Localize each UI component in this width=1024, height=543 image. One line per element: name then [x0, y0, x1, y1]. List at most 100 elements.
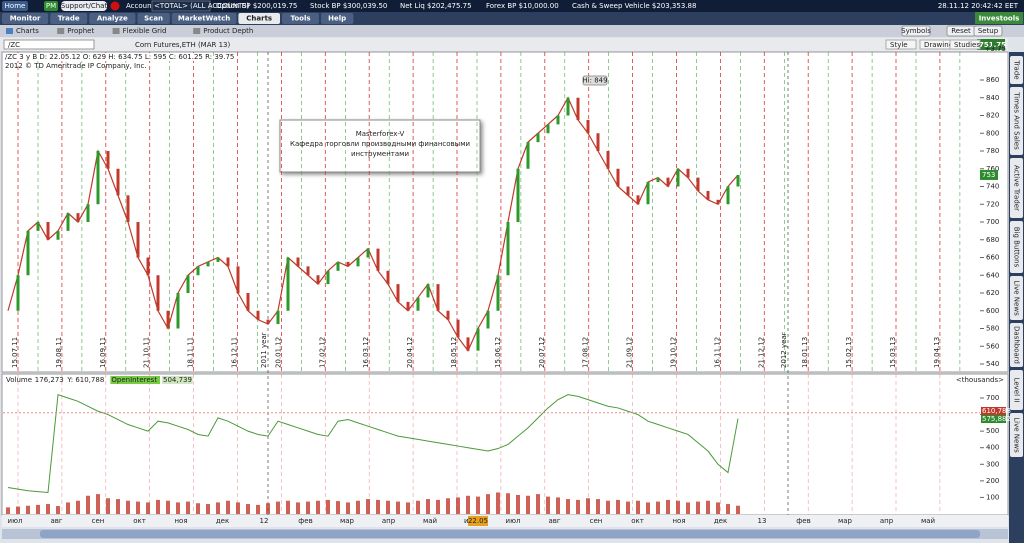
y-tick-label: 760: [986, 165, 999, 173]
tab[interactable]: [2, 13, 49, 24]
side-tab[interactable]: [1010, 158, 1023, 218]
tab[interactable]: [50, 13, 88, 24]
y-tick-label: 700: [986, 218, 999, 226]
candle: [396, 284, 400, 302]
tab-label[interactable]: Trade: [58, 15, 80, 23]
subtab[interactable]: Flexible Grid: [123, 27, 167, 35]
candle: [706, 190, 710, 200]
account-select[interactable]: [151, 0, 211, 12]
clock: 28.11.12 20:42:42 EET: [938, 2, 1019, 10]
volume-bar: [296, 502, 300, 514]
subtab[interactable]: Charts: [16, 27, 39, 35]
side-tab-label[interactable]: Times And Sales: [1013, 91, 1021, 150]
support[interactable]: Support/Chat: [61, 2, 108, 10]
candle: [606, 151, 610, 169]
subtab-icon[interactable]: [6, 28, 13, 34]
high-label: Hi: 849: [582, 77, 607, 85]
tab[interactable]: [89, 13, 136, 24]
volume-bar: [596, 499, 600, 514]
link[interactable]: Reset: [951, 27, 971, 35]
volume-bar: [486, 494, 490, 514]
y-tick-label: 680: [986, 236, 999, 244]
side-tab-label[interactable]: Live News: [1013, 417, 1021, 453]
side-tab-label[interactable]: Big Buttons: [1013, 227, 1021, 268]
tab-label[interactable]: MarketWatch: [178, 15, 230, 23]
y-tick-label: 540: [986, 360, 999, 368]
candle: [646, 182, 650, 205]
link[interactable]: Setup: [978, 27, 999, 35]
pm-button[interactable]: [44, 1, 58, 11]
symbol[interactable]: /ZC: [8, 41, 20, 49]
support-button[interactable]: [61, 1, 107, 11]
account-value[interactable]: <TOTAL> (ALL ACCOUNTS): [154, 2, 250, 10]
side-tab[interactable]: [1010, 56, 1023, 84]
home-button[interactable]: [2, 1, 28, 11]
expiration-label: 16.09.11: [99, 337, 107, 368]
tab-label[interactable]: Monitor: [10, 15, 41, 23]
candle: [546, 124, 550, 134]
candle: [486, 310, 490, 329]
candle: [356, 257, 360, 267]
link[interactable]: Symbols: [901, 27, 931, 35]
subtab-icon[interactable]: [193, 28, 201, 34]
last-bg: [977, 39, 1005, 50]
tool-button[interactable]: [885, 39, 917, 50]
tool-label[interactable]: Drawings: [924, 41, 957, 49]
expiration-label: 21.10.11: [143, 337, 151, 368]
link-button[interactable]: [973, 25, 1003, 37]
candle: [506, 222, 510, 276]
volume-bar: [396, 501, 400, 514]
tab-label[interactable]: Tools: [290, 15, 310, 23]
candle: [296, 257, 300, 267]
candle: [686, 168, 690, 178]
side-tab[interactable]: [1010, 221, 1023, 273]
side-tab-label[interactable]: Active Trader: [1013, 165, 1021, 211]
volume-bar: [6, 507, 10, 514]
side-tab[interactable]: [1010, 370, 1023, 410]
alert-icon[interactable]: [110, 1, 120, 11]
expiration-label: 15.03.13: [889, 337, 897, 368]
volume-bar: [216, 502, 220, 514]
scroll-thumb[interactable]: [40, 530, 980, 538]
volume-bar: [646, 502, 650, 514]
y-tick-label: 820: [986, 112, 999, 120]
link-button[interactable]: [901, 25, 931, 37]
y-tick-label: 100: [986, 493, 999, 501]
month-label: дек: [714, 517, 727, 525]
tab[interactable]: [282, 13, 319, 24]
tab-label[interactable]: Analyze: [97, 15, 128, 23]
side-tab-label[interactable]: Dashboard: [1013, 326, 1021, 364]
tab[interactable]: [137, 13, 170, 24]
tab[interactable]: [171, 13, 237, 24]
candle: [226, 257, 230, 267]
tab[interactable]: [321, 13, 354, 24]
home[interactable]: Home: [5, 2, 26, 10]
side-tab[interactable]: [1010, 87, 1023, 155]
candle: [266, 319, 270, 325]
tab[interactable]: [238, 13, 280, 24]
tool-label[interactable]: Studies: [954, 41, 980, 49]
tool-label[interactable]: Style: [890, 41, 908, 49]
side-tab-label[interactable]: Level II: [1013, 378, 1021, 403]
side-tab-label[interactable]: Trade: [1013, 59, 1021, 79]
side-tab[interactable]: [1010, 276, 1023, 320]
candle: [696, 177, 700, 191]
symbol-box[interactable]: [3, 39, 95, 50]
tab-label[interactable]: Scan: [144, 15, 163, 23]
subtab[interactable]: Prophet: [67, 27, 94, 35]
subtab-bar: [0, 25, 1024, 37]
side-tab[interactable]: [1010, 413, 1023, 457]
tool-button[interactable]: [949, 39, 981, 50]
volume-bar: [706, 500, 710, 514]
tab-label[interactable]: Help: [328, 15, 346, 23]
tab-label[interactable]: Charts: [246, 15, 272, 23]
subtab[interactable]: Product Depth: [203, 27, 253, 35]
subtab-icon[interactable]: [112, 28, 120, 34]
subtab-icon[interactable]: [57, 28, 65, 34]
brand[interactable]: Investools: [979, 15, 1020, 23]
side-tab[interactable]: [1010, 323, 1023, 367]
year-label: 2012 year: [780, 332, 788, 368]
side-tab-label[interactable]: Live News: [1013, 280, 1021, 316]
pm[interactable]: PM: [46, 2, 56, 10]
volume-bar: [686, 502, 690, 514]
